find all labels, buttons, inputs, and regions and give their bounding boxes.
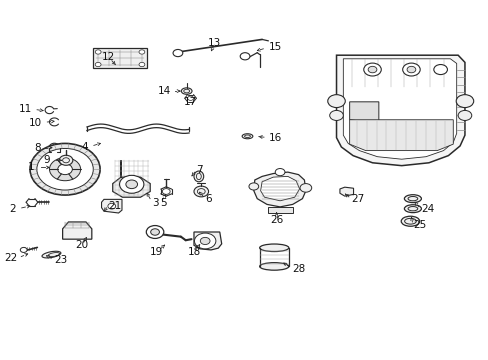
Text: 11: 11 — [19, 104, 32, 114]
Circle shape — [363, 63, 381, 76]
Polygon shape — [260, 176, 299, 201]
Ellipse shape — [404, 205, 421, 213]
Text: 19: 19 — [150, 247, 163, 257]
Text: 2: 2 — [9, 204, 16, 215]
Text: 17: 17 — [184, 97, 197, 107]
Text: 25: 25 — [412, 220, 425, 230]
Polygon shape — [113, 160, 150, 197]
Circle shape — [30, 143, 100, 195]
Ellipse shape — [400, 216, 419, 226]
Circle shape — [194, 186, 208, 197]
Text: 16: 16 — [268, 133, 281, 143]
Polygon shape — [339, 187, 353, 196]
Circle shape — [95, 50, 101, 54]
Circle shape — [194, 233, 215, 249]
Circle shape — [329, 111, 343, 121]
Text: 12: 12 — [102, 52, 115, 62]
Text: 3: 3 — [152, 198, 159, 208]
Circle shape — [327, 95, 345, 108]
Circle shape — [20, 247, 27, 252]
Polygon shape — [194, 232, 221, 250]
Text: 8: 8 — [34, 143, 41, 153]
Text: 23: 23 — [54, 255, 67, 265]
Circle shape — [455, 95, 473, 108]
Text: 7: 7 — [196, 165, 203, 175]
Text: 26: 26 — [269, 215, 283, 225]
Text: 18: 18 — [187, 247, 200, 257]
Text: 1: 1 — [28, 162, 35, 172]
Text: 15: 15 — [268, 42, 281, 52]
Text: 21: 21 — [108, 201, 121, 211]
Polygon shape — [336, 55, 464, 166]
Polygon shape — [268, 207, 292, 213]
Ellipse shape — [42, 251, 61, 258]
Circle shape — [139, 62, 144, 67]
Ellipse shape — [259, 244, 288, 252]
Circle shape — [248, 183, 258, 190]
Text: 5: 5 — [160, 198, 166, 208]
Circle shape — [150, 229, 159, 235]
Circle shape — [433, 64, 447, 75]
Text: 10: 10 — [28, 118, 41, 128]
Text: 24: 24 — [420, 204, 433, 215]
Circle shape — [125, 180, 137, 189]
Ellipse shape — [259, 263, 288, 270]
Text: 28: 28 — [292, 264, 305, 274]
Ellipse shape — [404, 195, 421, 203]
Circle shape — [95, 62, 101, 67]
Polygon shape — [62, 222, 92, 239]
Text: 13: 13 — [208, 38, 221, 48]
Polygon shape — [349, 120, 452, 150]
Circle shape — [49, 158, 81, 181]
Circle shape — [275, 168, 285, 176]
FancyBboxPatch shape — [93, 48, 146, 68]
Circle shape — [59, 155, 73, 165]
Circle shape — [108, 203, 116, 209]
Circle shape — [146, 226, 163, 238]
Circle shape — [406, 66, 415, 73]
Text: 27: 27 — [350, 194, 364, 204]
Circle shape — [402, 63, 419, 76]
Polygon shape — [253, 172, 305, 207]
Circle shape — [139, 50, 144, 54]
Ellipse shape — [181, 88, 192, 94]
Text: 22: 22 — [4, 253, 18, 263]
Circle shape — [200, 237, 210, 244]
Text: 20: 20 — [75, 240, 88, 250]
Ellipse shape — [242, 134, 252, 139]
Circle shape — [173, 49, 183, 57]
Polygon shape — [102, 199, 122, 213]
Circle shape — [240, 53, 249, 60]
Circle shape — [37, 148, 93, 190]
Circle shape — [300, 184, 311, 192]
Circle shape — [58, 164, 72, 175]
Text: 14: 14 — [158, 86, 171, 96]
Polygon shape — [343, 59, 456, 159]
Circle shape — [119, 175, 143, 193]
Text: 4: 4 — [81, 142, 88, 152]
Text: 6: 6 — [205, 194, 211, 204]
Text: 9: 9 — [44, 155, 50, 165]
Circle shape — [367, 66, 376, 73]
Circle shape — [457, 111, 471, 121]
Ellipse shape — [194, 171, 203, 182]
Polygon shape — [349, 102, 378, 123]
